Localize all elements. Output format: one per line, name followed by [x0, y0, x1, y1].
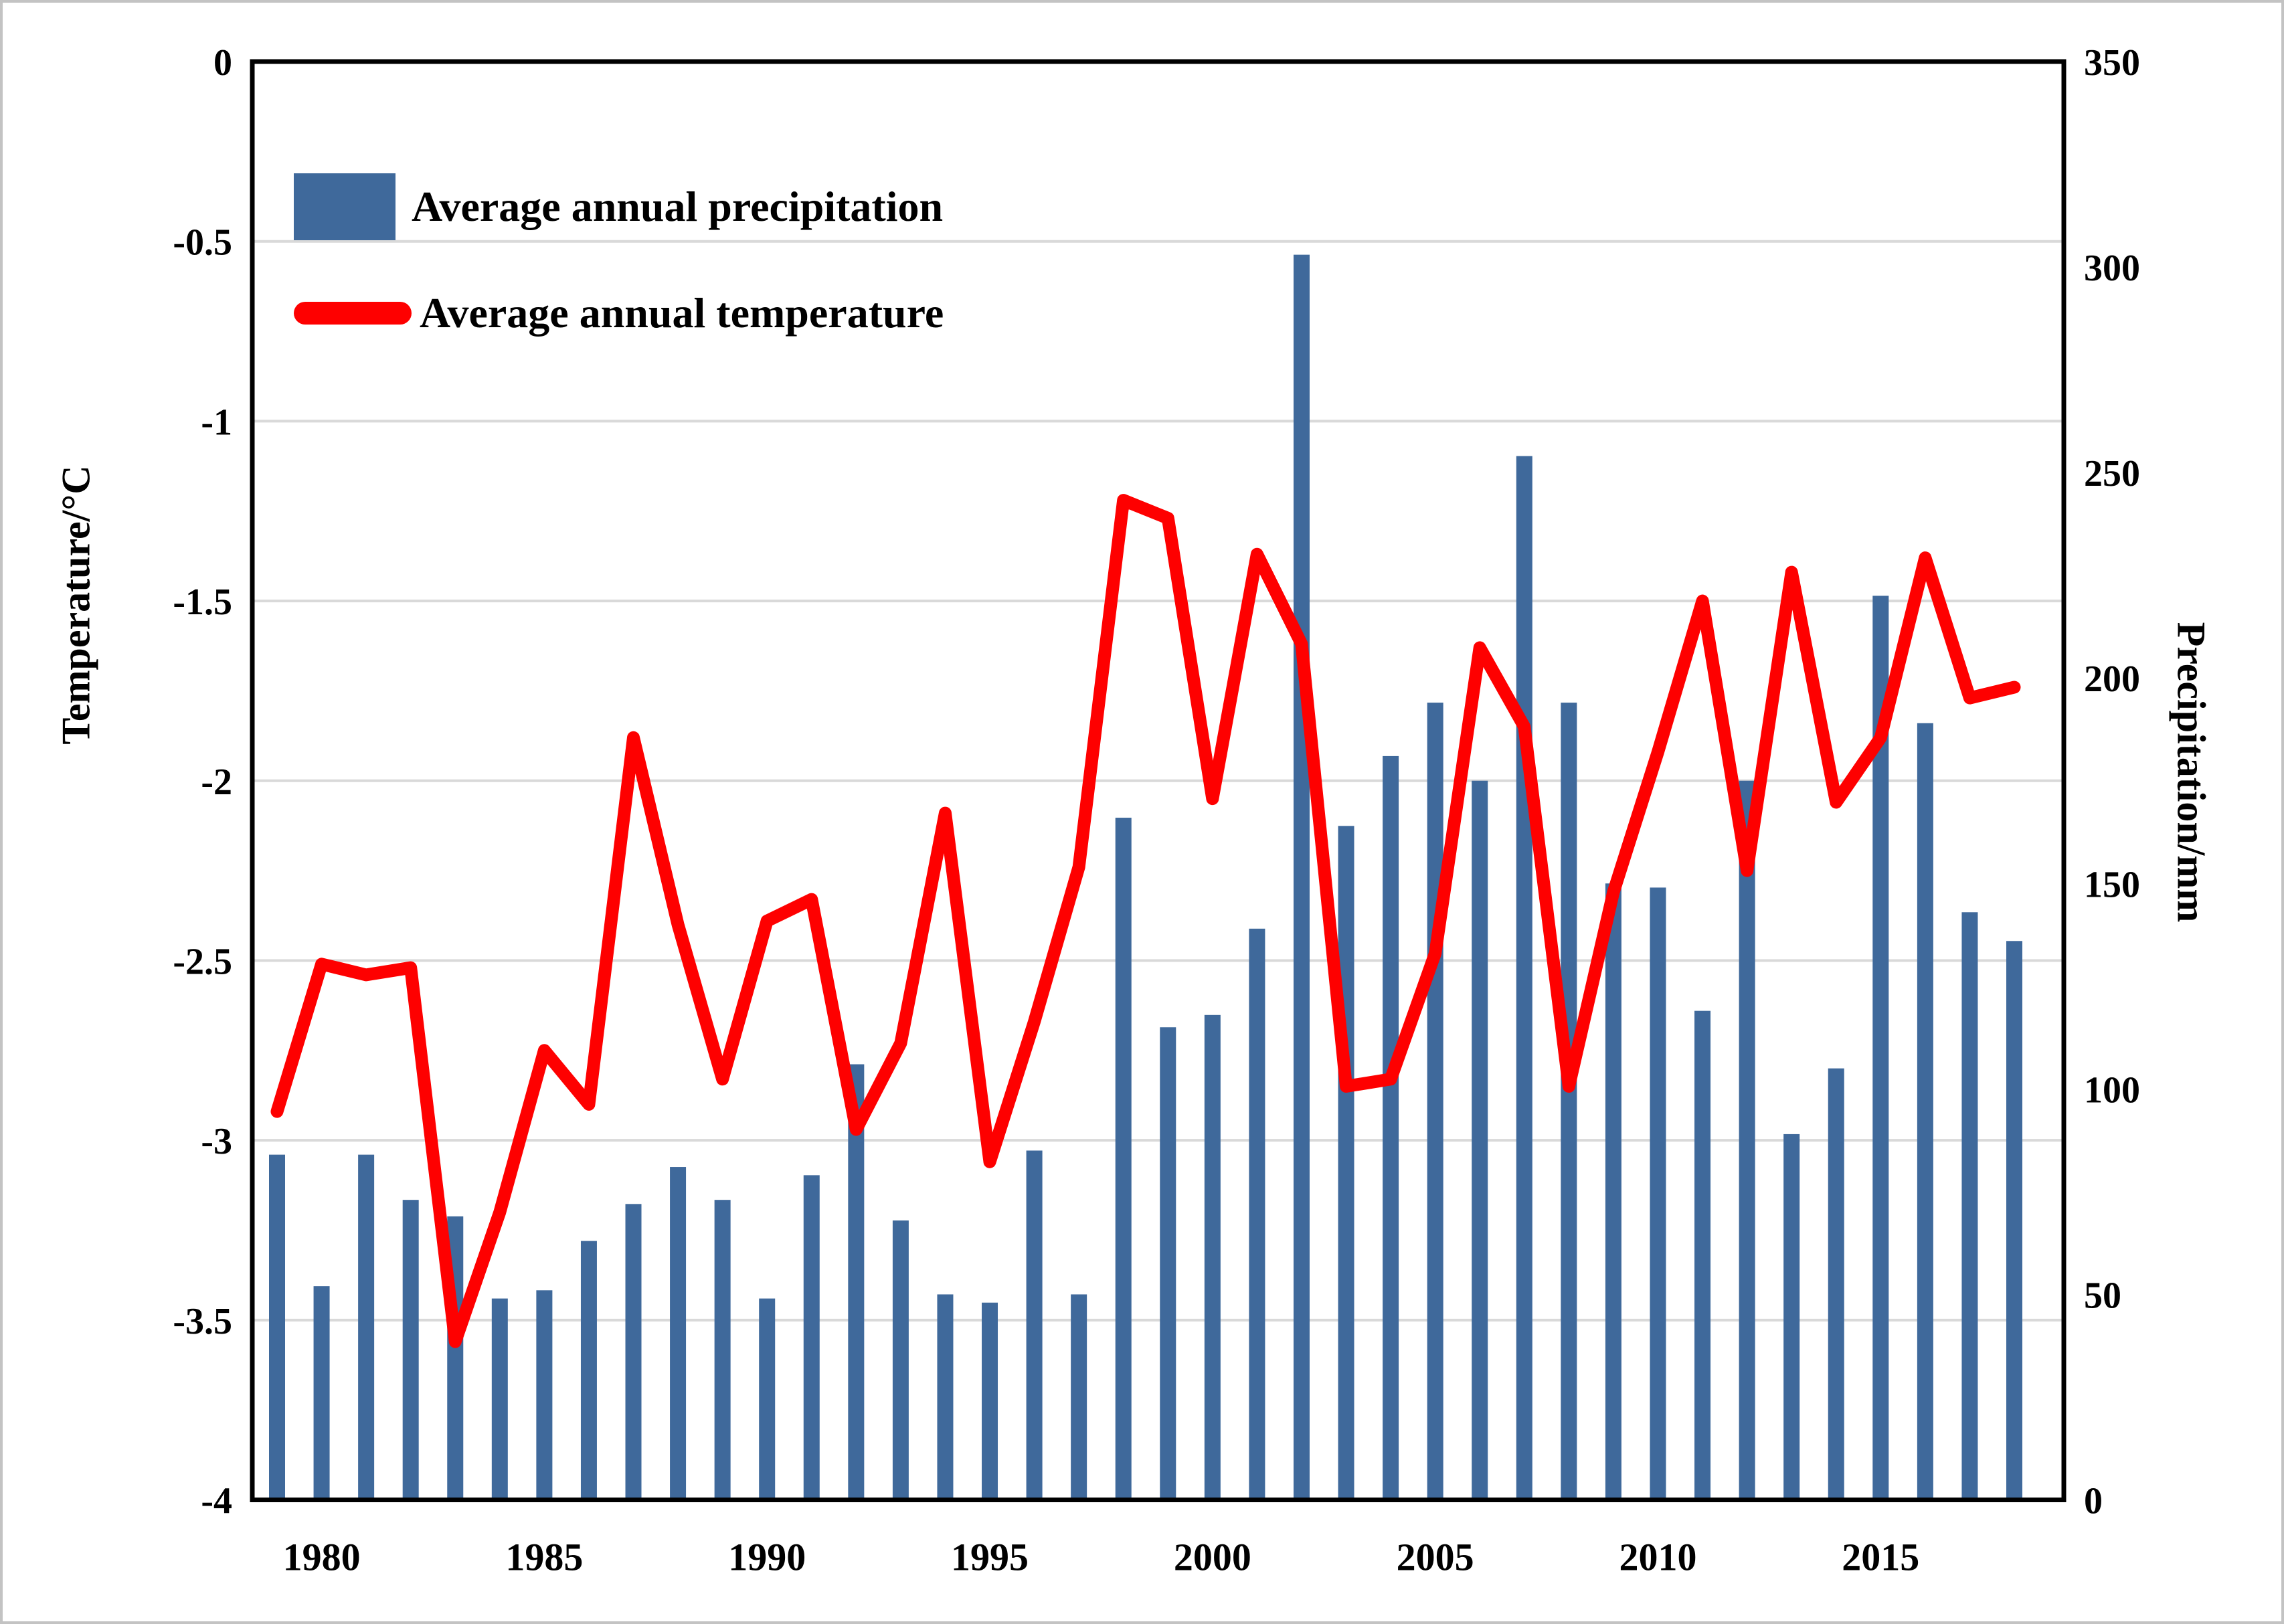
legend: Average annual precipitation Average ann… [294, 173, 944, 386]
y-left-tick-label: -1.5 [173, 581, 232, 623]
precip-bar [1961, 912, 1978, 1500]
x-tick-label: 2010 [1619, 1536, 1696, 1579]
y-right-tick-label: 300 [2084, 248, 2140, 289]
y-right-tick-label: 50 [2084, 1275, 2121, 1316]
precipitation-swatch-icon [294, 173, 396, 240]
precip-bar [848, 1064, 865, 1500]
y-left-tick-label: -3.5 [173, 1301, 232, 1342]
legend-temperature-label: Average annual temperature [420, 289, 944, 337]
precip-bar [1472, 780, 1488, 1500]
temperature-line [270, 494, 2021, 1348]
y-right-tick-label: 150 [2084, 864, 2140, 905]
y-left-tick-label: -1 [201, 401, 232, 443]
precip-bar [580, 1241, 597, 1500]
precip-bar [1427, 703, 1443, 1500]
precip-bar [1828, 1068, 1844, 1500]
y-right-tick-label: 250 [2084, 453, 2140, 494]
y-right-tick-label: 0 [2084, 1481, 2103, 1522]
precip-bar [536, 1290, 553, 1500]
precip-bar [1383, 755, 1399, 1500]
x-tick-label: 2015 [1842, 1536, 1919, 1579]
precip-bar [714, 1200, 731, 1500]
precip-bar [1694, 1010, 1711, 1500]
precip-bar [1783, 1134, 1800, 1500]
y-right-tick-label: 100 [2084, 1069, 2140, 1111]
y-left-tick-label: 0 [213, 42, 232, 84]
precip-bar [892, 1220, 909, 1500]
x-tick-label: 2005 [1397, 1536, 1474, 1579]
y-right-tick-label: 350 [2084, 42, 2140, 84]
precip-bar [670, 1167, 687, 1500]
precip-bar [1115, 818, 1132, 1500]
y-left-tick-label: -4 [201, 1481, 232, 1522]
precip-bar [1026, 1150, 1043, 1500]
precip-bar [313, 1286, 330, 1500]
precip-bar [1293, 254, 1310, 1500]
precip-bar [1204, 1014, 1221, 1500]
temperature-line-swatch-icon [294, 302, 412, 325]
x-tick-label: 2000 [1174, 1536, 1251, 1579]
y-left-tick-label: -3 [201, 1121, 232, 1162]
y-left-tick-label: -2 [201, 761, 232, 803]
precip-bar [2006, 941, 2022, 1500]
plot-border [250, 59, 2067, 1502]
precip-bar [937, 1294, 954, 1500]
precip-bar [269, 1154, 285, 1500]
legend-precipitation-label: Average annual precipitation [412, 183, 944, 230]
precip-bar [1338, 826, 1354, 1500]
x-tick-label: 1990 [728, 1536, 806, 1579]
precip-bar [358, 1154, 375, 1500]
y-left-tick-label: -2.5 [173, 941, 232, 982]
x-tick-label: 1995 [951, 1536, 1029, 1579]
x-tick-label: 1980 [283, 1536, 361, 1579]
legend-item-temperature: Average annual temperature [294, 288, 944, 338]
precip-bar [1561, 703, 1577, 1500]
y-axis-left-title: Temperature/°C [54, 465, 98, 745]
precip-bar [625, 1204, 642, 1500]
y-left-tick-label: -0.5 [173, 222, 232, 264]
x-tick-label: 1985 [505, 1536, 583, 1579]
precip-bar [1739, 780, 1755, 1500]
precip-bar [402, 1200, 419, 1500]
y-right-tick-label: 200 [2084, 658, 2140, 700]
precip-bar [1650, 887, 1666, 1500]
precip-bar [803, 1175, 820, 1500]
chart-svg: 0 -0.5 -1 -1.5 -2 -2.5 -3 -3.5 -4 350 300 250 200 150… [173, 42, 2140, 1579]
precip-bar [491, 1298, 508, 1500]
precip-bar [1249, 928, 1265, 1500]
legend-item-precipitation: Average annual precipitation [294, 173, 944, 240]
precip-bar [1516, 456, 1532, 1500]
precip-bar [1917, 723, 1933, 1500]
precip-bar [1160, 1027, 1176, 1500]
precip-bar [1071, 1294, 1087, 1500]
precip-bar [982, 1302, 998, 1500]
precip-bar [759, 1298, 776, 1500]
y-axis-right-title: Precipitation/mm [2169, 622, 2214, 923]
precip-bar [1605, 883, 1621, 1500]
